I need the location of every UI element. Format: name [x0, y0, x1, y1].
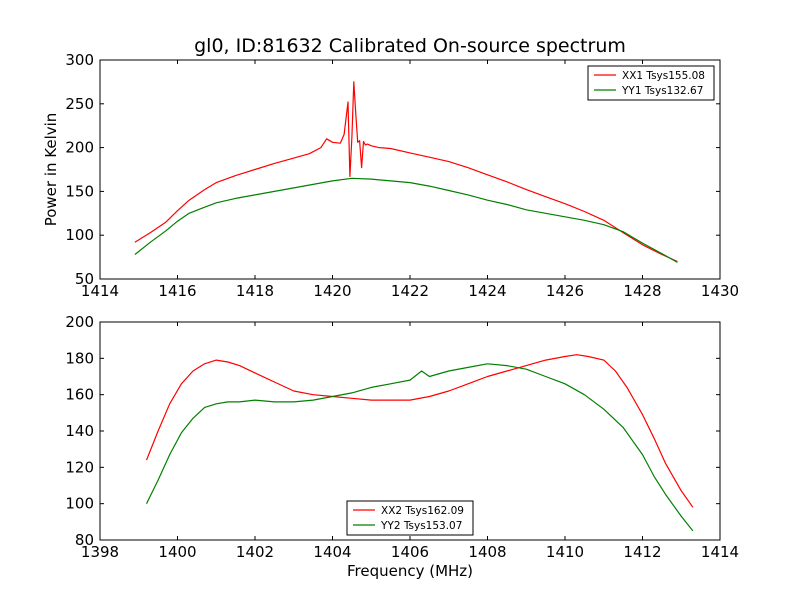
top-x-tick-label: 1430 [701, 282, 739, 300]
top-x-tick-label: 1418 [236, 282, 274, 300]
bottom-legend-box [346, 500, 474, 536]
bottom-x-tick-label: 1398 [81, 543, 119, 561]
bottom-series-line-1 [145, 354, 694, 508]
top-x-tick-label: 1426 [546, 282, 584, 300]
top-series-line-2 [134, 177, 678, 263]
bottom-legend-label-2: YY2 Tsys153.07 [380, 520, 462, 532]
bottom-x-tick-label: 1410 [546, 543, 584, 561]
top-x-tick-label: 1428 [623, 282, 661, 300]
top-y-tick-label: 100 [65, 226, 94, 244]
bottom-legend-label-1: XX2 Tsys162.09 [381, 505, 464, 517]
top-plot: 1414 1416 1418 1420 1422 1424 1426 1428 1430 50 10… [42, 51, 739, 300]
top-x-tick-label: 1416 [158, 282, 196, 300]
top-legend-label-1: XX1 Tsys155.08 [622, 70, 705, 82]
bottom-x-axis-label: Frequency (MHz) [347, 562, 473, 580]
top-x-tick-label: 1420 [313, 282, 351, 300]
bottom-series-line-2 [145, 363, 694, 532]
top-y-tick-label: 200 [65, 139, 94, 157]
top-y-tick-label: 150 [65, 182, 94, 200]
top-y-tick-label: 250 [65, 95, 94, 113]
top-series-line-1 [134, 81, 678, 263]
bottom-y-tick-label: 120 [65, 458, 94, 476]
bottom-y-tick-label: 100 [65, 495, 94, 513]
bottom-x-tick-label: 1414 [701, 543, 739, 561]
top-y-axis-label: Power in Kelvin [42, 113, 60, 227]
top-legend-label-2: YY1 Tsys132.67 [621, 85, 703, 97]
bottom-y-tick-label: 140 [65, 422, 94, 440]
bottom-x-tick-label: 1408 [468, 543, 506, 561]
top-x-tick-label: 1414 [81, 282, 119, 300]
bottom-y-tick-label: 180 [65, 349, 94, 367]
bottom-x-tick-label: 1400 [158, 543, 196, 561]
bottom-x-tick-label: 1402 [236, 543, 274, 561]
bottom-x-tick-label: 1412 [623, 543, 661, 561]
bottom-x-tick-label: 1404 [313, 543, 351, 561]
bottom-x-tick-label: 1406 [391, 543, 429, 561]
top-x-tick-label: 1424 [468, 282, 506, 300]
figure-title: gl0, ID:81632 Calibrated On-source spect… [194, 35, 626, 57]
bottom-y-tick-label: 80 [75, 531, 94, 549]
top-y-tick-label: 300 [65, 51, 94, 69]
top-legend-box [587, 65, 715, 101]
top-x-tick-label: 1422 [391, 282, 429, 300]
top-y-tick-label: 50 [75, 270, 94, 288]
bottom-y-tick-label: 160 [65, 386, 94, 404]
bottom-y-tick-label: 200 [65, 313, 94, 331]
bottom-plot: 1398 1400 1402 1404 1406 1408 1410 1412 1414 80 10… [65, 313, 739, 580]
